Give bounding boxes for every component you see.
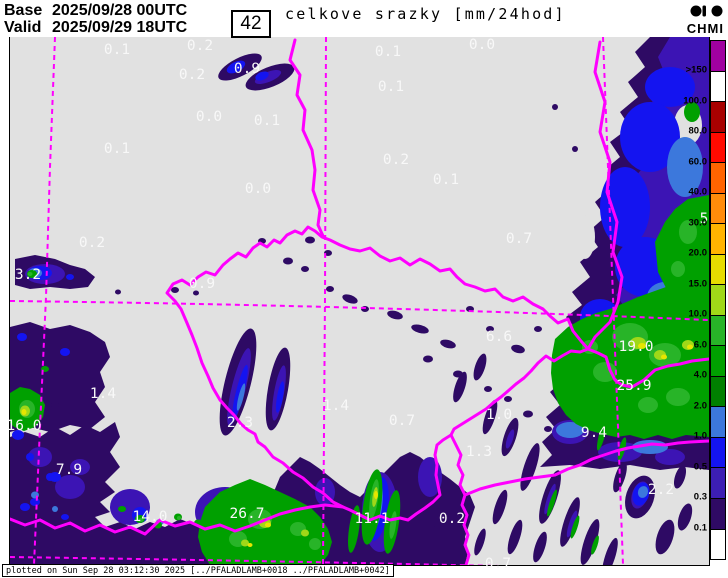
border-alps (10, 503, 345, 536)
base-time: 2025/09/28 00UTC (52, 2, 188, 19)
scale-block (711, 284, 725, 315)
graticule-lines (10, 37, 709, 565)
map-canvas (10, 37, 709, 565)
scale-block (711, 314, 725, 346)
valid-time: 2025/09/29 18UTC (52, 19, 188, 36)
scale-block (711, 406, 725, 437)
forecast-step-box: 42 (231, 10, 271, 38)
page-title: celkove srazky [mm/24hod] (285, 5, 566, 23)
border-cz-pl-east (586, 347, 709, 389)
scale-block (711, 131, 725, 163)
border-saxony (288, 38, 325, 238)
border-czech-republic (165, 225, 590, 522)
scale-block (711, 223, 725, 254)
scale-block (711, 345, 725, 376)
color-scale-bar (710, 40, 726, 560)
scale-block (711, 101, 725, 132)
scale-block (711, 192, 725, 224)
header: Base 2025/09/28 00UTC Valid 2025/09/29 1… (0, 0, 728, 38)
scale-block (711, 497, 725, 529)
plot-info-footer: plotted on Sun Sep 28 03:12:30 2025 [../… (2, 564, 394, 577)
border-sk-south (449, 433, 471, 565)
scale-block (711, 467, 725, 498)
scale-block (711, 436, 725, 468)
precip-layer-yellow (21, 343, 693, 547)
chmi-logo: CHMI (664, 4, 724, 35)
precipitation-map (9, 36, 710, 566)
scale-block (711, 528, 725, 560)
chmi-logo-icon (690, 5, 723, 17)
valid-label: Valid (4, 19, 42, 36)
scale-block (711, 70, 725, 102)
border-northeast (586, 40, 624, 351)
scale-block (711, 375, 725, 407)
scale-block (711, 162, 725, 193)
scale-block (711, 41, 725, 71)
chmi-logo-text: CHMI (686, 21, 724, 36)
border-at-east (463, 439, 709, 497)
base-label: Base (4, 2, 43, 19)
country-borders (10, 38, 709, 565)
scale-block (711, 253, 725, 285)
